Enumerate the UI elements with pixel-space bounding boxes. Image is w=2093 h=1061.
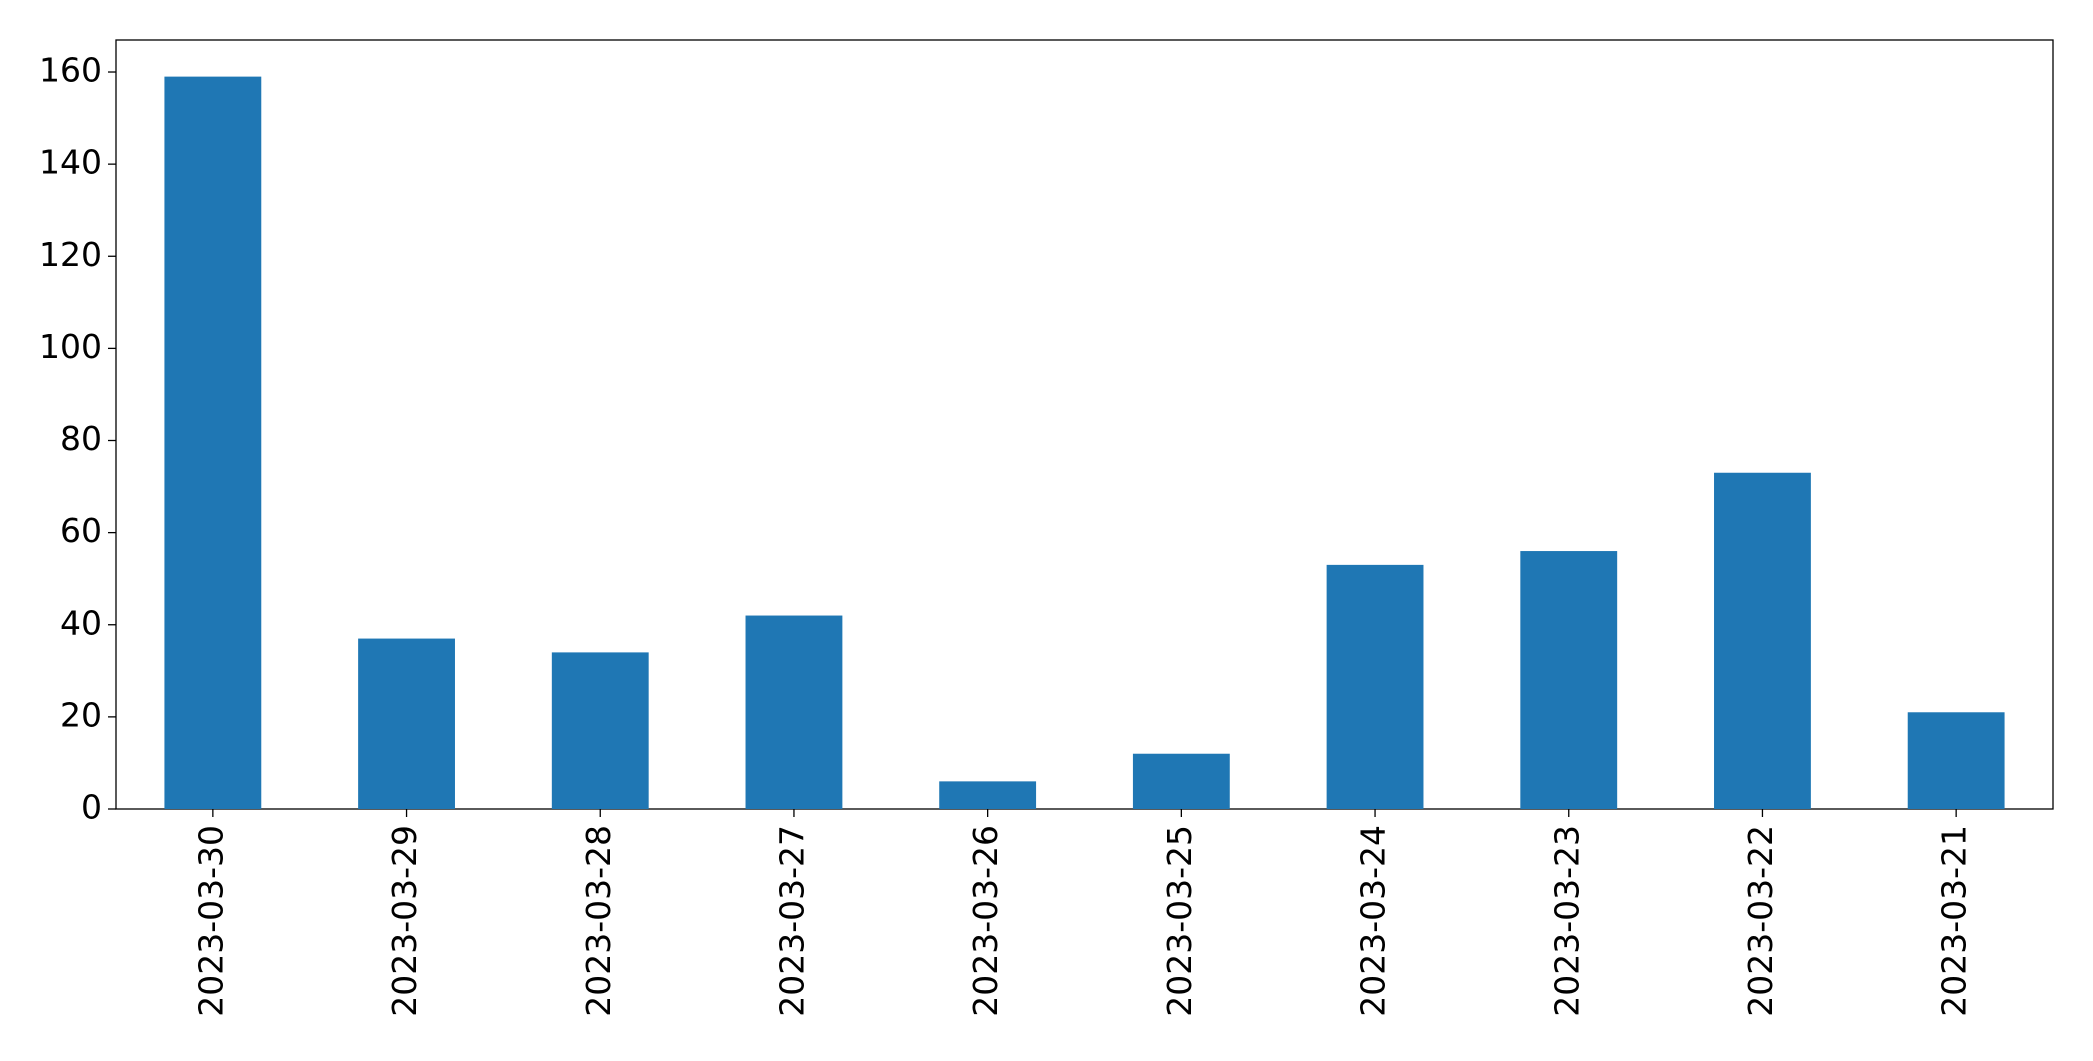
x-tick-label: 2023-03-27	[772, 825, 811, 1017]
x-tick-label: 2023-03-25	[1160, 825, 1199, 1017]
x-tick-label: 2023-03-29	[385, 825, 424, 1017]
y-tick-label: 120	[39, 235, 102, 274]
x-tick-label: 2023-03-24	[1354, 825, 1393, 1017]
bar	[1520, 551, 1618, 809]
x-tick-label: 2023-03-22	[1741, 825, 1780, 1017]
y-tick-label: 40	[60, 603, 102, 642]
bar	[1132, 753, 1230, 809]
x-tick-label: 2023-03-28	[579, 825, 618, 1017]
bar	[1714, 472, 1811, 809]
y-tick-label: 20	[60, 695, 102, 734]
bar	[939, 781, 1037, 809]
bar	[164, 76, 262, 810]
x-tick-label: 2023-03-23	[1547, 825, 1586, 1017]
y-tick-label: 160	[39, 51, 102, 90]
bar	[551, 652, 649, 809]
bar	[358, 638, 455, 809]
y-tick-label: 60	[60, 511, 102, 550]
y-tick-label: 140	[39, 143, 102, 182]
bar	[1907, 712, 2005, 809]
plot-frame	[115, 39, 2054, 810]
bar	[745, 615, 843, 809]
y-tick-label: 0	[81, 788, 102, 827]
x-tick-label: 2023-03-30	[191, 825, 230, 1017]
bar	[1326, 564, 1424, 809]
y-tick-label: 80	[60, 419, 102, 458]
x-tick-label: 2023-03-26	[966, 825, 1005, 1017]
y-tick-label: 100	[39, 327, 102, 366]
x-tick-label: 2023-03-21	[1935, 825, 1974, 1017]
